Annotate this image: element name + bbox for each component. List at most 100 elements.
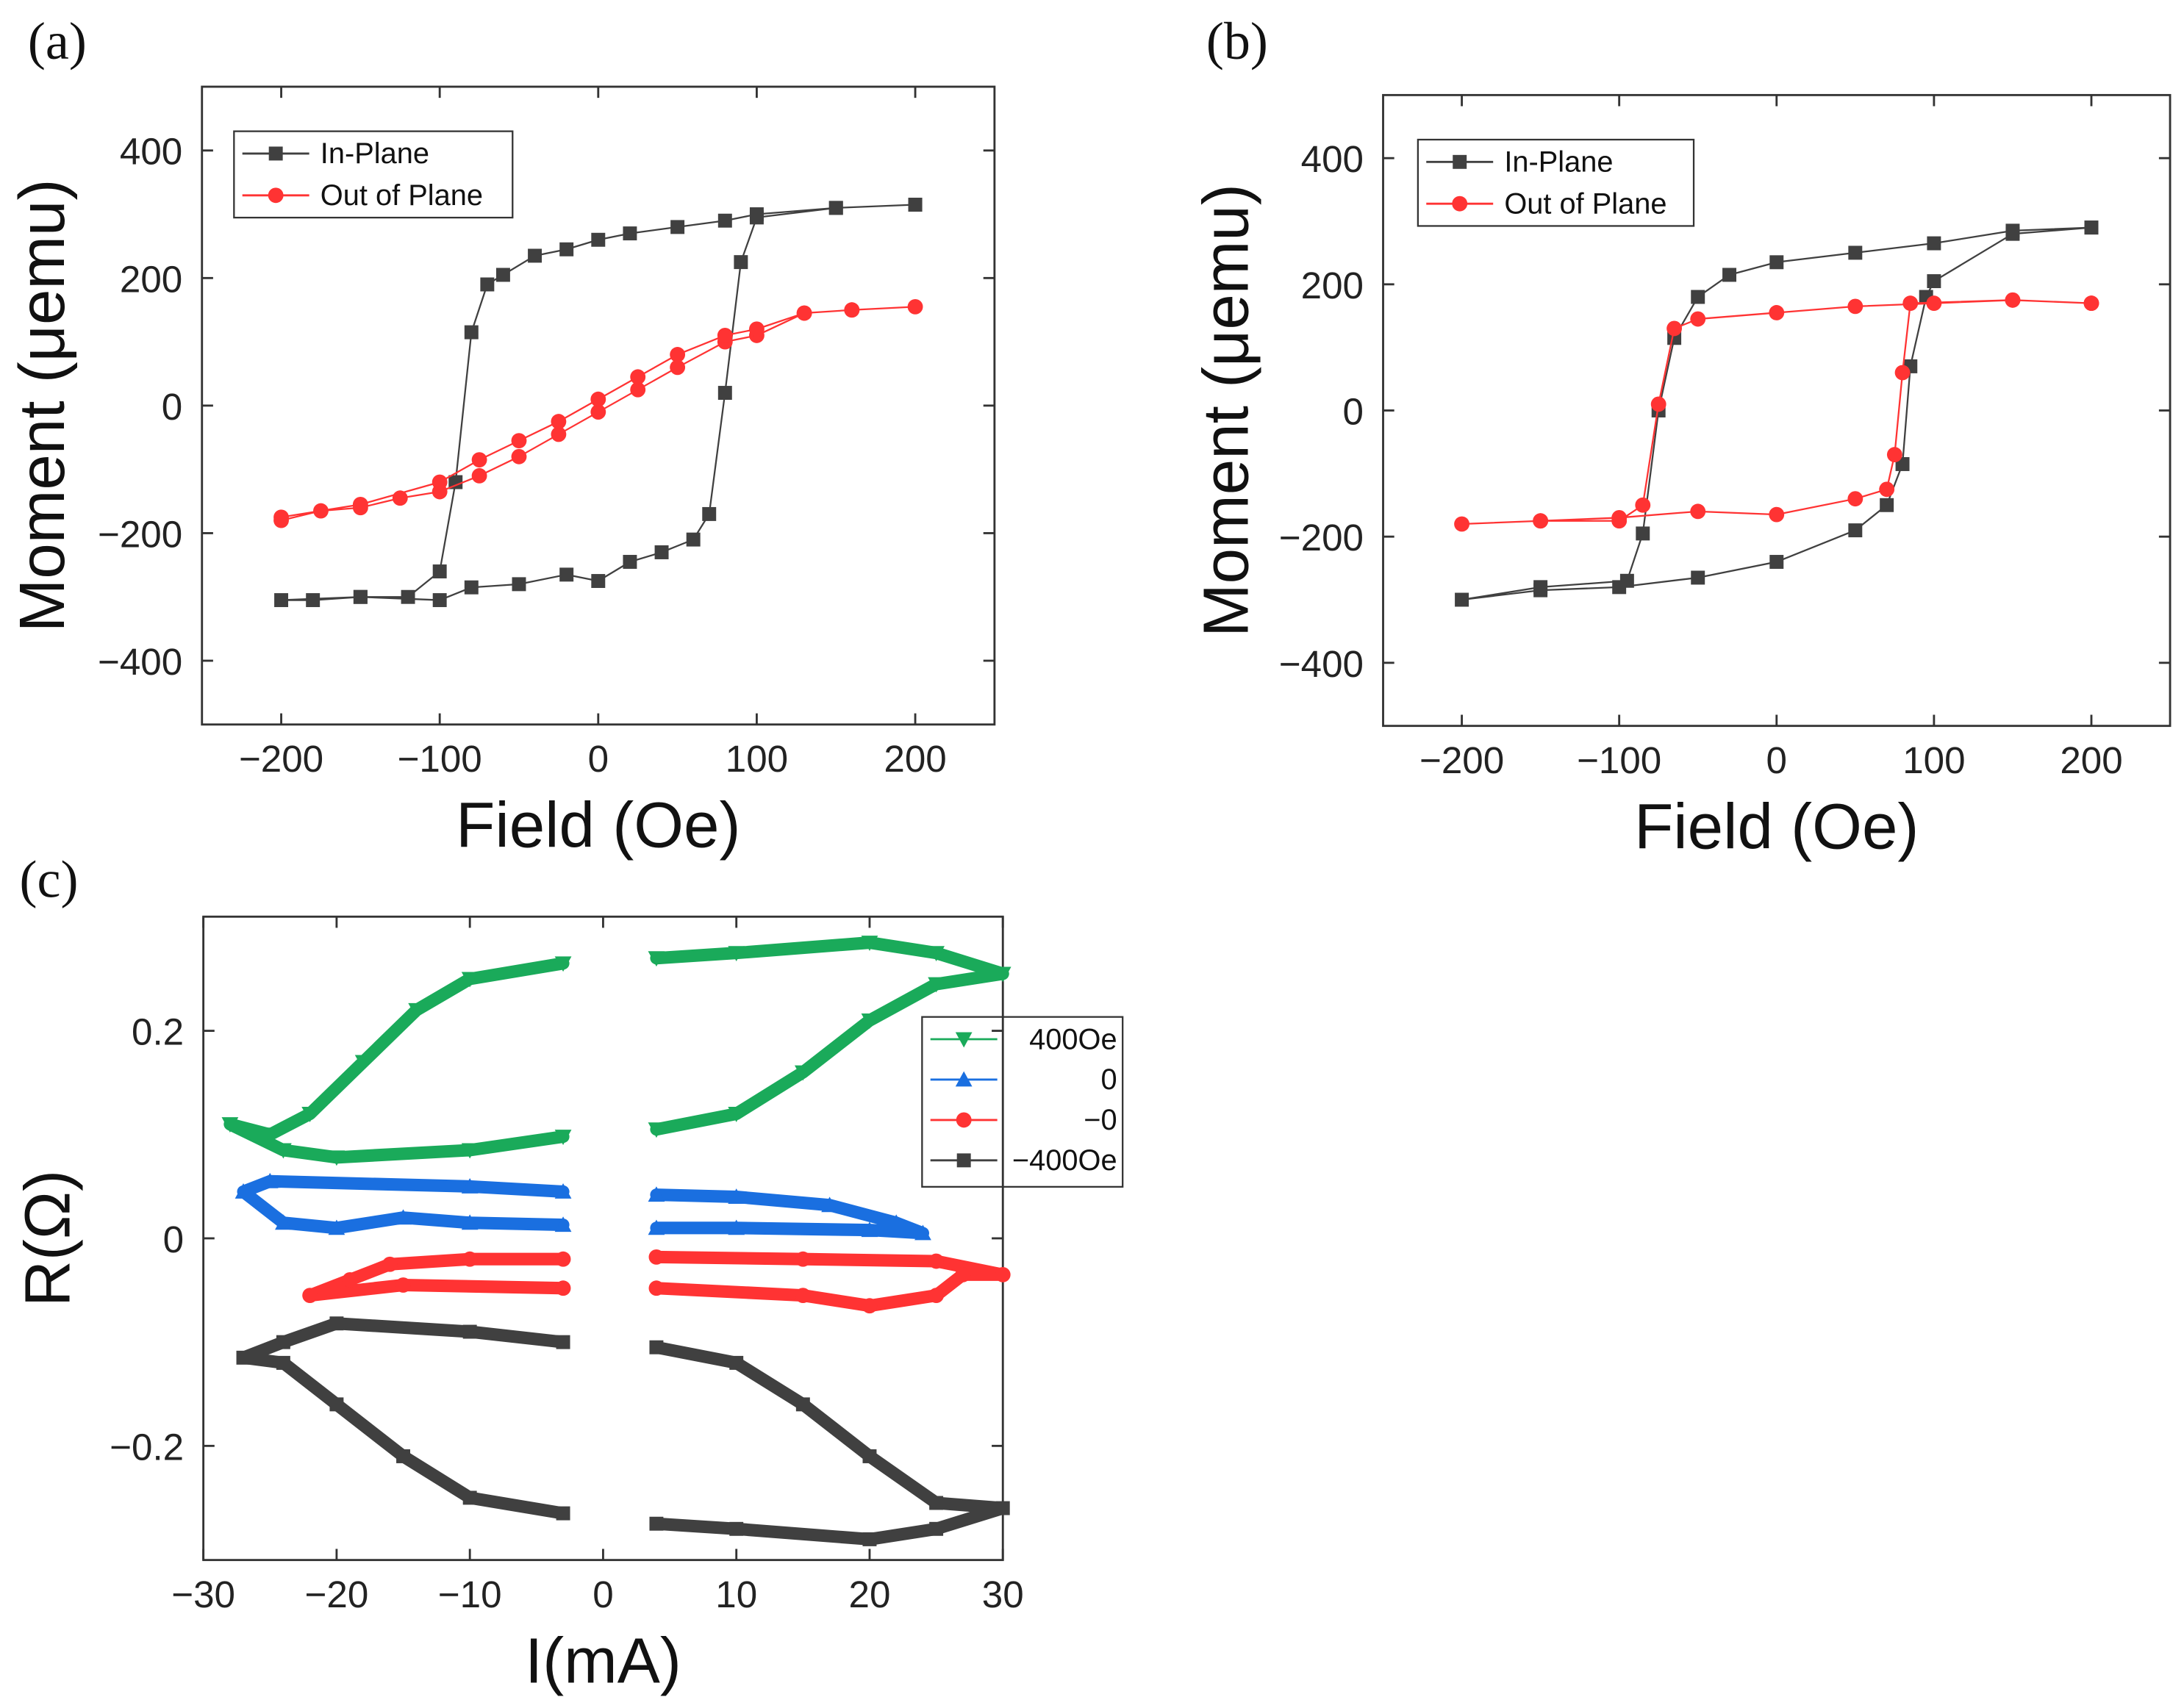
x-axis-label: I(mA) [525,1625,681,1696]
data-point [648,1186,665,1202]
data-point [471,467,487,484]
data-point [261,1127,279,1144]
legend-marker [1452,195,1468,212]
x-tick-label: 100 [726,738,788,780]
legend-box [1417,138,1695,227]
x-tick-label: 0 [1766,739,1787,781]
data-point [495,268,510,282]
legend-box [921,1016,1124,1188]
series-line [223,957,570,1164]
data-point [461,972,479,988]
data-point [273,509,289,525]
series-0 [234,1172,931,1241]
data-point [749,210,764,225]
data-point [844,302,860,318]
data-point [555,1251,571,1267]
data-point [401,589,415,604]
data-point [914,1224,931,1241]
data-point [432,474,448,490]
data-point [461,1177,479,1194]
data-point [1926,295,1942,312]
x-tick-label: −200 [239,738,323,780]
data-point [2005,226,2020,241]
data-point [1879,481,1895,498]
data-point [670,347,686,362]
data-point [928,977,945,993]
data-point [734,255,748,270]
y-axis-label: R(Ω) [12,1170,84,1307]
data-point [559,567,574,582]
x-tick-label: 30 [982,1574,1024,1615]
y-tick-label: 400 [1301,138,1364,180]
data-point [1635,497,1651,513]
data-point [795,1397,810,1412]
data-point [862,1532,877,1546]
data-point [274,593,289,608]
series-line [650,936,1009,1136]
data-point [1880,498,1894,512]
data-point [1848,523,1863,538]
data-point [1533,513,1549,529]
data-point [717,386,732,401]
series-line [650,1188,930,1240]
data-point [861,1221,878,1238]
y-axis-label: Moment (μemu) [7,179,78,633]
data-point [556,1335,570,1349]
data-point [512,577,526,592]
data-point [554,1216,572,1232]
data-point [342,1272,358,1288]
data-point [623,226,637,241]
series-line [1461,226,2093,601]
data-point [729,1355,744,1370]
data-point [462,1490,477,1505]
data-point [862,1298,878,1314]
data-point [994,966,1012,983]
y-tick-label: 400 [120,131,182,173]
x-tick-label: −20 [305,1574,369,1615]
data-point [1886,447,1902,463]
data-point [728,1188,745,1204]
data-point [276,1355,290,1370]
legend-label: In-Plane [1504,146,1613,179]
legend-marker [268,187,284,204]
data-point [649,1516,664,1531]
data-point [396,1449,411,1463]
data-point [654,545,669,559]
data-point [302,1288,318,1304]
panel-label: (b) [1206,12,1268,71]
data-point [2005,292,2021,308]
data-point [591,232,606,247]
chart-panel-1: (b) −200 −100 0 100 200 −400 −200 0 200 400 Field (… [1191,12,2172,862]
data-point [382,1256,398,1272]
data-point [392,490,408,506]
data-point [795,1288,811,1304]
data-point [432,593,447,608]
data-point [623,555,637,569]
data-point [828,201,843,215]
y-tick-label: −400 [1279,643,1364,685]
data-point [795,1251,811,1267]
data-point [306,593,321,608]
legend-label: 400Oe [1029,1023,1117,1055]
data-point [313,503,329,519]
data-point [630,369,646,385]
data-point [236,1350,251,1365]
data-point [648,1219,665,1235]
series-−400Oe [236,1316,1010,1546]
data-point [887,1214,905,1230]
data-point [728,1107,745,1122]
y-tick-label: −400 [98,641,182,683]
data-point [329,1397,344,1412]
legend-label: Out of Plane [1504,187,1666,220]
data-point [1454,516,1469,532]
x-tick-label: 0 [588,738,609,780]
y-tick-label: −0.2 [110,1426,184,1468]
data-point [861,936,878,951]
data-point [907,298,923,315]
data-point [464,580,479,595]
legend-marker [1453,154,1467,169]
data-point [928,1288,945,1304]
y-tick-label: −200 [1279,517,1364,559]
data-point [1769,305,1785,320]
data-point [551,414,567,430]
